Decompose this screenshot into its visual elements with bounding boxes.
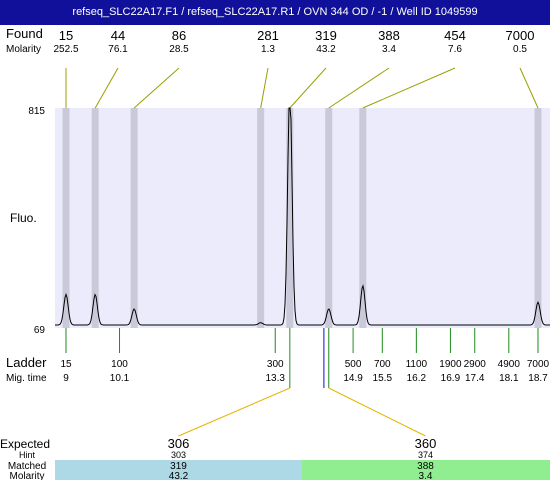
ladder-size-label: 2900 bbox=[464, 359, 487, 370]
matched-label: 319 bbox=[170, 461, 187, 472]
found-molarity-label: 43.2 bbox=[316, 44, 336, 55]
matched-label: 388 bbox=[417, 461, 434, 472]
expected-connector bbox=[178, 387, 291, 437]
ladder-mig-label: 17.4 bbox=[465, 373, 485, 384]
ladder-mig-label: 13.3 bbox=[266, 373, 286, 384]
found-connector bbox=[133, 67, 180, 109]
ladder-mig-label: 9 bbox=[63, 373, 69, 384]
mig-time-row-label: Mig. time bbox=[6, 373, 47, 384]
found-size-label: 281 bbox=[257, 28, 279, 43]
ladder-size-label: 15 bbox=[60, 359, 72, 370]
found-connector bbox=[94, 67, 119, 109]
y-tick-min: 69 bbox=[34, 325, 46, 336]
title-bar: refseq_SLC22A17.F1 / refseq_SLC22A17.R1 … bbox=[0, 0, 550, 25]
found-molarity-label: 7.6 bbox=[448, 44, 462, 55]
expected-size-label: 306 bbox=[168, 436, 190, 451]
y-axis-label: Fluo. bbox=[10, 211, 37, 225]
found-band bbox=[359, 108, 367, 328]
expected-row-label: Expected bbox=[0, 437, 50, 451]
ladder-size-label: 100 bbox=[111, 359, 128, 370]
hint-label: 374 bbox=[418, 450, 433, 460]
found-row-label: Found bbox=[6, 26, 43, 41]
matched-band bbox=[302, 460, 550, 480]
found-size-label: 44 bbox=[111, 28, 125, 43]
matched-band bbox=[55, 460, 302, 480]
found-molarity-label: 76.1 bbox=[108, 44, 128, 55]
trace-line bbox=[55, 107, 550, 326]
ladder-size-label: 300 bbox=[267, 359, 284, 370]
found-band bbox=[325, 108, 333, 328]
found-molarity-label: 3.4 bbox=[382, 44, 396, 55]
y-tick-max: 815 bbox=[28, 106, 45, 117]
expected-size-label: 360 bbox=[415, 436, 437, 451]
ladder-row-label: Ladder bbox=[6, 355, 47, 370]
ladder-mig-label: 14.9 bbox=[343, 373, 363, 384]
molarity-row-label: Molarity bbox=[6, 44, 41, 55]
ladder-mig-label: 18.7 bbox=[528, 373, 548, 384]
found-band bbox=[91, 108, 99, 328]
ladder-size-label: 1900 bbox=[439, 359, 462, 370]
ladder-mig-label: 18.1 bbox=[499, 373, 519, 384]
found-molarity-label: 252.5 bbox=[53, 44, 78, 55]
ladder-size-label: 700 bbox=[374, 359, 391, 370]
hint-row-label: Hint bbox=[19, 450, 36, 460]
found-connector bbox=[362, 67, 456, 109]
ladder-size-label: 7000 bbox=[527, 359, 550, 370]
expected-molarity-label: 43.2 bbox=[169, 471, 189, 480]
found-band bbox=[534, 108, 542, 328]
found-connector bbox=[289, 67, 327, 109]
found-size-label: 388 bbox=[378, 28, 400, 43]
ladder-size-label: 500 bbox=[345, 359, 362, 370]
found-band bbox=[257, 108, 265, 328]
found-molarity-label: 28.5 bbox=[169, 44, 189, 55]
found-size-label: 15 bbox=[59, 28, 73, 43]
found-size-label: 7000 bbox=[506, 28, 535, 43]
ladder-size-label: 4900 bbox=[498, 359, 521, 370]
ladder-mig-label: 10.1 bbox=[110, 373, 130, 384]
found-connector bbox=[519, 67, 539, 109]
found-band bbox=[62, 108, 70, 328]
matched-row-label: Matched bbox=[8, 461, 46, 472]
found-size-label: 319 bbox=[315, 28, 337, 43]
found-molarity-label: 1.3 bbox=[261, 44, 275, 55]
plot-area bbox=[55, 108, 550, 328]
found-connector bbox=[328, 67, 390, 109]
found-molarity-label: 0.5 bbox=[513, 44, 527, 55]
found-size-label: 86 bbox=[172, 28, 186, 43]
found-connector bbox=[260, 67, 269, 109]
found-size-label: 454 bbox=[444, 28, 466, 43]
ladder-mig-label: 15.5 bbox=[373, 373, 393, 384]
found-band bbox=[130, 108, 138, 328]
expected-connector bbox=[328, 387, 426, 437]
ladder-size-label: 1100 bbox=[406, 359, 428, 370]
hint-label: 303 bbox=[171, 450, 186, 460]
found-band bbox=[286, 108, 294, 328]
expected-molarity-row-label: Molarity bbox=[9, 471, 44, 480]
ladder-mig-label: 16.9 bbox=[441, 373, 461, 384]
expected-molarity-label: 3.4 bbox=[419, 471, 433, 480]
ladder-mig-label: 16.2 bbox=[407, 373, 427, 384]
